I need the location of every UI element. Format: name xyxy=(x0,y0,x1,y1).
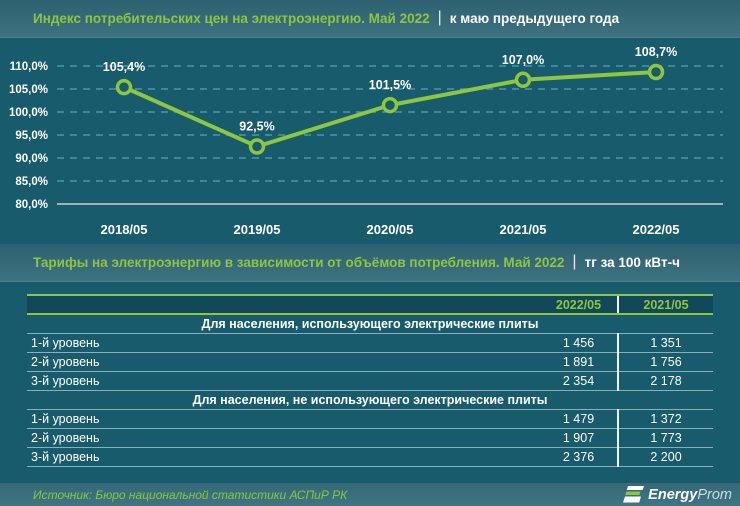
y-tick-label: 90,0% xyxy=(15,153,48,165)
x-tick-label: 2022/05 xyxy=(633,222,680,237)
data-point xyxy=(381,96,399,114)
table-row: 2-й уровень 1 891 1 756 xyxy=(27,352,713,372)
tariff-value: 1 907 xyxy=(540,428,618,448)
chart-subtitle: к маю предыдущего года xyxy=(449,11,620,26)
tariff-label: 1-й уровень xyxy=(27,333,540,353)
table-row: 2-й уровень 1 907 1 773 xyxy=(27,428,713,448)
tariff-value: 2 200 xyxy=(617,447,713,467)
tariff-value: 1 773 xyxy=(617,428,713,448)
footer-bar: Источник: Бюро национальной статистики А… xyxy=(0,483,740,506)
y-tick-label: 95,0% xyxy=(15,130,48,142)
energyprom-logo-icon xyxy=(623,486,645,503)
tariff-value: 1 479 xyxy=(540,409,618,429)
table-col-header: 2021/05 xyxy=(617,294,713,315)
table-row: 1-й уровень 1 479 1 372 xyxy=(27,409,713,429)
tariff-label: 3-й уровень xyxy=(27,371,540,391)
tariff-label: 1-й уровень xyxy=(27,409,540,429)
tariff-table: 2022/05 2021/05 Для населения, использующе… xyxy=(27,294,713,467)
cpi-line-chart: 110,0% 105,0% 100,0% 95,0% 90,0% 85,0% 80,0% 20… xyxy=(9,45,723,237)
table-header-bar: Тарифы на электроэнергию в зависимости о… xyxy=(0,244,740,282)
data-point xyxy=(115,78,133,96)
title-separator: | xyxy=(572,252,577,270)
y-tick-label: 110,0% xyxy=(10,61,48,73)
data-label: 101,5% xyxy=(369,78,411,92)
tariff-value: 1 372 xyxy=(617,409,713,429)
title-separator: | xyxy=(437,8,442,26)
source-note: Источник: Бюро национальной статистики А… xyxy=(33,487,348,502)
tariff-label: 2-й уровень xyxy=(27,352,540,372)
tariff-value: 1 891 xyxy=(540,352,618,372)
logo-text-prom: Prom xyxy=(697,486,732,503)
tariff-label: 3-й уровень xyxy=(27,447,540,467)
table-section-row: Для населения, не использующего электрич… xyxy=(27,390,713,410)
table-header-row: 2022/05 2021/05 xyxy=(27,294,713,315)
energyprom-logo: EnergyProm xyxy=(623,486,732,504)
x-tick-label: 2021/05 xyxy=(500,222,547,237)
data-point xyxy=(514,71,532,89)
data-point xyxy=(647,63,665,81)
section-title: Для населения, использующего электрическ… xyxy=(27,314,713,334)
table-row: 3-й уровень 2 354 2 178 xyxy=(27,371,713,391)
y-tick-label: 100,0% xyxy=(9,107,48,119)
tariff-value: 1 351 xyxy=(617,333,713,353)
table-row: 3-й уровень 2 376 2 200 xyxy=(27,447,713,467)
logo-text-energy: Energy xyxy=(648,486,698,503)
tariff-value: 2 178 xyxy=(617,371,713,391)
y-tick-label: 105,0% xyxy=(9,84,48,96)
tariff-value: 2 354 xyxy=(540,371,618,391)
y-tick-label: 85,0% xyxy=(15,176,48,188)
chart-title: Индекс потребительских цен на электроэне… xyxy=(33,11,430,26)
tariff-label: 2-й уровень xyxy=(27,428,540,448)
table-col-header: 2022/05 xyxy=(540,294,618,315)
data-label: 107,0% xyxy=(502,53,544,67)
section-title: Для населения, не использующего электрич… xyxy=(27,390,713,410)
table-section-row: Для населения, использующего электрическ… xyxy=(27,314,713,334)
x-tick-label: 2018/05 xyxy=(101,222,148,237)
tariff-value: 1 756 xyxy=(617,352,713,372)
x-tick-label: 2020/05 xyxy=(367,222,414,237)
tariff-value: 1 456 xyxy=(540,333,618,353)
data-point xyxy=(248,138,266,155)
table-corner-cell xyxy=(27,294,540,315)
y-tick-label: 80,0% xyxy=(15,199,48,211)
table-row: 1-й уровень 1 456 1 351 xyxy=(27,333,713,353)
data-label: 92,5% xyxy=(239,120,274,134)
tariff-value: 2 376 xyxy=(540,447,618,467)
table-subtitle: тг за 100 кВт-ч xyxy=(584,255,680,270)
x-tick-label: 2019/05 xyxy=(234,222,281,237)
data-label: 108,7% xyxy=(635,45,677,59)
chart-header-bar: Индекс потребительских цен на электроэне… xyxy=(0,0,740,38)
data-label: 105,4% xyxy=(103,60,145,74)
table-title: Тарифы на электроэнергию в зависимости о… xyxy=(33,255,565,270)
